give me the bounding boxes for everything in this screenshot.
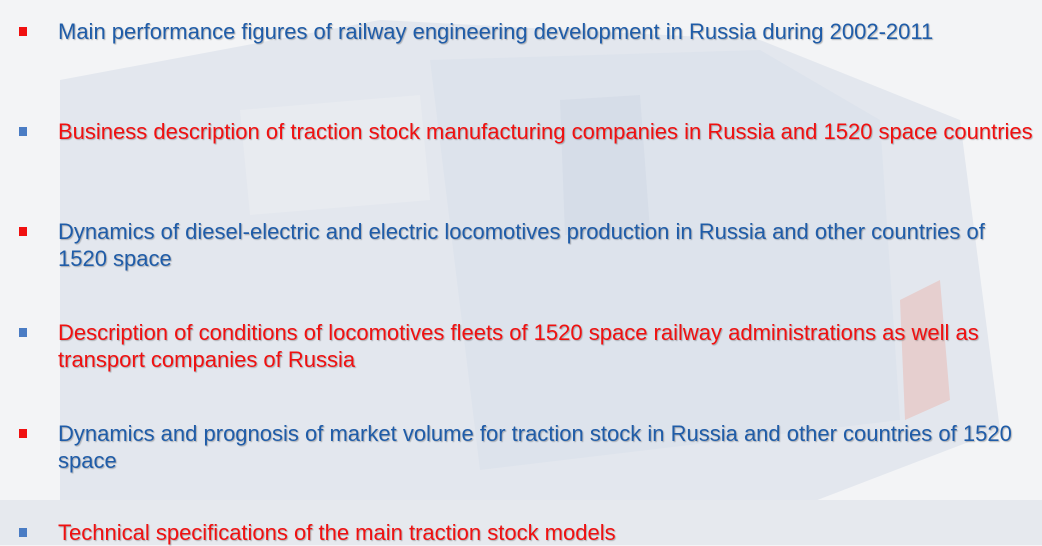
item-text: Main performance figures of railway engi… [58, 18, 1034, 45]
bullet [19, 227, 27, 236]
slide: Main performance figures of railway engi… [0, 0, 1042, 545]
item-text: Technical specifications of the main tra… [58, 519, 1034, 546]
bullet [19, 429, 27, 438]
bullet [19, 27, 27, 36]
bullet [19, 127, 27, 136]
item-text: Description of conditions of locomotives… [58, 319, 1034, 373]
item-text: Business description of traction stock m… [58, 118, 1034, 145]
bullet [19, 328, 27, 337]
item-text: Dynamics of diesel-electric and electric… [58, 218, 1034, 272]
bullet [19, 528, 27, 537]
item-text: Dynamics and prognosis of market volume … [58, 420, 1034, 474]
